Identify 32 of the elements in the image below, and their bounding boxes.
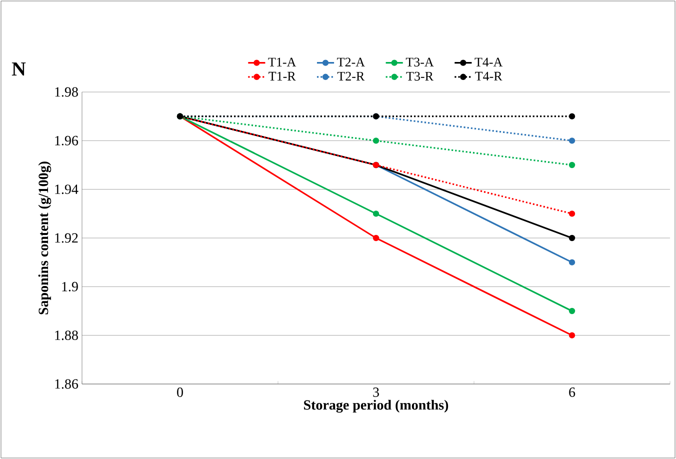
- y-tick-label: 1.86: [55, 379, 78, 389]
- legend-label: T1-R: [268, 72, 296, 80]
- point: [568, 234, 576, 242]
- point: [568, 138, 576, 144]
- legend-label: T2-A: [337, 58, 365, 66]
- point: [568, 259, 576, 266]
- point: [372, 210, 380, 217]
- point: [372, 138, 380, 144]
- y-tick-label: 1.94: [55, 184, 78, 194]
- y-tick-label: 1.88: [55, 330, 78, 340]
- legend-label: T3-A: [406, 58, 434, 66]
- legend-label: T2-R: [337, 72, 365, 80]
- x-tick-label: 6: [569, 388, 576, 397]
- y-tick-label: 1.98: [55, 87, 78, 97]
- point: [568, 210, 576, 217]
- legend-label: T3-R: [406, 72, 434, 81]
- legend-label: T1-A: [268, 58, 296, 66]
- point: [568, 162, 576, 168]
- point: [372, 234, 380, 242]
- x-tick-label: 3: [373, 388, 379, 397]
- y-tick-label: 1.92: [55, 233, 78, 243]
- x-axis-title: Storage period (months): [304, 400, 448, 413]
- y-axis-title: Saponins content (g/100g): [38, 162, 52, 314]
- y-tick-label: 1.96: [55, 136, 78, 146]
- text: N: [12, 62, 26, 76]
- point: [568, 113, 576, 120]
- legend-label: T4-A: [474, 58, 503, 66]
- y-tick-label: 1.9: [62, 282, 78, 292]
- x-tick-label: 0: [177, 388, 183, 397]
- point: [568, 332, 576, 338]
- point: [568, 308, 576, 314]
- legend-label: T4-R: [475, 72, 502, 80]
